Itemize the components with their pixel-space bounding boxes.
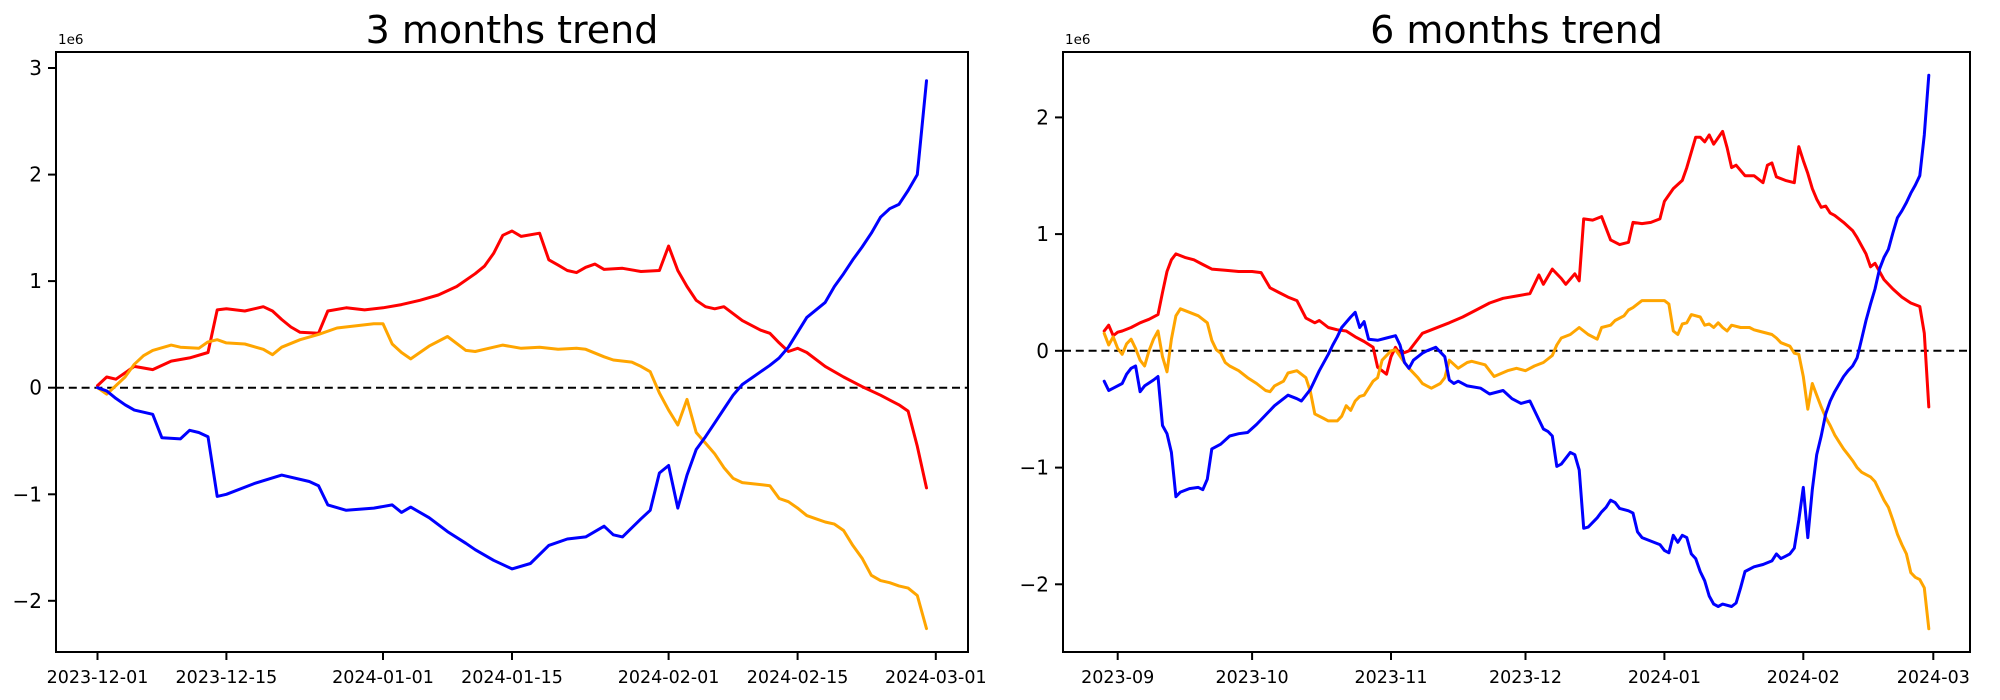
- series-line-orange: [1102, 299, 1931, 631]
- y-tick-label: −2: [13, 589, 42, 613]
- x-tick-label: 2023-12: [1489, 668, 1562, 688]
- x-tick-label: 2024-01-15: [461, 668, 563, 688]
- series-line-red: [1102, 129, 1931, 409]
- x-tick-label: 2023-09: [1081, 668, 1154, 688]
- chart-3-months: 2023-12-01 2023-12-15 2024-01-01 2024-01-15…: [13, 32, 987, 688]
- y-tick-label: 0: [1036, 339, 1049, 363]
- x-tick-label: 2024-02-15: [747, 668, 849, 688]
- y-tick-label: −1: [1020, 456, 1049, 480]
- x-tick-label: 2023-11: [1354, 668, 1427, 688]
- x-tick-label: 2024-03-01: [885, 668, 987, 688]
- y-tick-label: 1: [1036, 222, 1049, 246]
- chart-title-3-months: 3 months trend: [365, 8, 659, 52]
- chart-6-months: 2023-09 2023-10 2023-11 2023-12 2024-01 2024-…: [1020, 32, 1971, 688]
- chart-title-6-months: 6 months trend: [1370, 8, 1663, 52]
- x-tick-label: 2024-02-01: [618, 668, 720, 688]
- x-tick-label: 2024-02: [1767, 668, 1840, 688]
- plot-border: [55, 51, 969, 653]
- y-tick-label: 2: [29, 163, 42, 187]
- y-tick-label: 0: [29, 376, 42, 400]
- plot-border: [1062, 51, 1971, 653]
- x-tick-label: 2024-01: [1628, 668, 1701, 688]
- x-tick-label: 2024-01-01: [332, 668, 434, 688]
- series-line-blue: [96, 79, 928, 571]
- y-tick-label: −2: [1020, 572, 1049, 596]
- x-tick-label: 2023-10: [1216, 668, 1289, 688]
- y-axis-offset-label: 1e6: [58, 32, 83, 48]
- series-line-blue: [1102, 73, 1931, 608]
- series-line-orange: [96, 322, 928, 631]
- x-tick-label: 2024-03: [1897, 668, 1970, 688]
- series-line-red: [96, 229, 928, 490]
- x-tick-label: 2023-12-01: [47, 668, 149, 688]
- y-axis-offset-label: 1e6: [1065, 32, 1090, 48]
- y-tick-label: 3: [29, 56, 42, 80]
- y-tick-label: 1: [29, 269, 42, 293]
- y-tick-label: 2: [1036, 105, 1049, 129]
- x-tick-label: 2023-12-15: [176, 668, 278, 688]
- y-tick-label: −1: [13, 482, 42, 506]
